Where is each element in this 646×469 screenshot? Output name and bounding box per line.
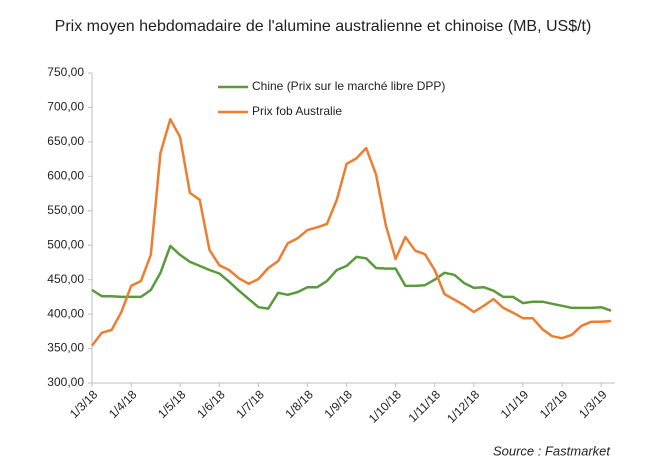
source: Source : Fastmarket (493, 443, 611, 458)
y-tick-label: 750,00 (47, 65, 84, 79)
y-tick-label: 450,00 (47, 272, 84, 286)
y-tick-label: 700,00 (47, 100, 84, 114)
y-tick-label: 500,00 (47, 237, 84, 251)
y-tick-label: 600,00 (47, 169, 84, 183)
y-tick-label: 400,00 (47, 306, 84, 320)
chart-title: Prix moyen hebdomadaire de l'alumine aus… (55, 18, 592, 35)
y-tick-label: 350,00 (47, 341, 84, 355)
series-line (90, 117, 612, 347)
y-tick-label: 650,00 (47, 134, 84, 148)
legend-label: Chine (Prix sur le marché libre DPP) (252, 79, 445, 93)
y-tick-label: 300,00 (47, 375, 84, 389)
series-line (91, 244, 612, 312)
legend-label: Prix fob Australie (252, 104, 342, 118)
y-tick-label: 550,00 (47, 203, 84, 217)
